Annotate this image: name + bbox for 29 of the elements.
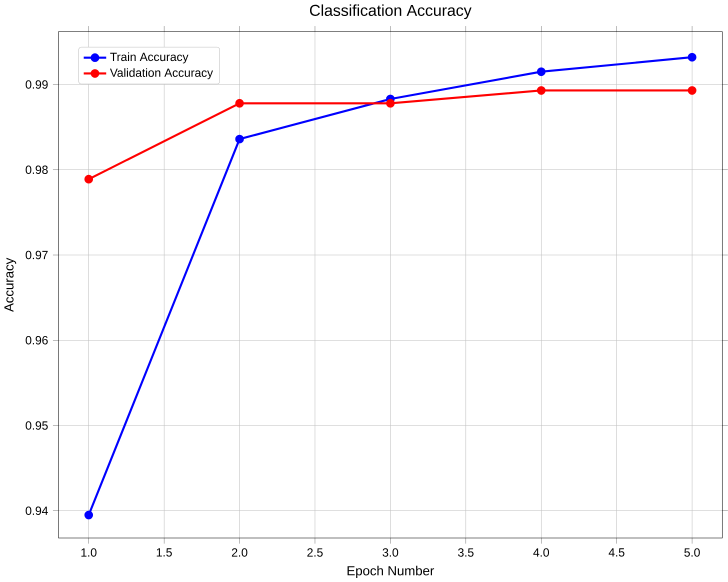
point	[536, 67, 546, 76]
y-tick-label: 0.95	[26, 421, 48, 430]
y-tick-label: 0.99	[26, 80, 48, 89]
x-tick-label: 4.5	[608, 548, 624, 556]
y-axis-title: Accuracy	[4, 258, 16, 312]
x-axis-title: Epoch Number	[348, 566, 434, 578]
chart-title: Classification Accuracy	[310, 4, 472, 19]
x-tick-label: 1.0	[81, 548, 96, 557]
point	[235, 134, 244, 144]
point	[235, 98, 244, 108]
point	[536, 86, 546, 95]
point	[84, 174, 94, 184]
y-tick-label: 0.96	[26, 336, 48, 344]
x-tick-label: 5.0	[684, 548, 700, 557]
y-tick-label: 0.98	[26, 165, 48, 174]
point	[386, 98, 395, 108]
point	[688, 52, 696, 62]
y-tick-label: 0.97	[26, 250, 48, 260]
point	[688, 86, 696, 95]
legend-label: Train Accuracy	[110, 52, 188, 64]
x-tick-label: 3.5	[458, 548, 474, 557]
x-tick-label: 1.5	[156, 548, 172, 556]
x-tick-label: 3.0	[382, 548, 398, 557]
x-tick-label: 4.0	[533, 548, 550, 557]
legend-label: Validation Accuracy	[110, 68, 214, 80]
y-tick-label: 0.94	[26, 506, 48, 515]
x-tick-label: 2.5	[307, 548, 323, 557]
point	[84, 510, 94, 520]
x-tick-label: 2.0	[232, 548, 248, 557]
